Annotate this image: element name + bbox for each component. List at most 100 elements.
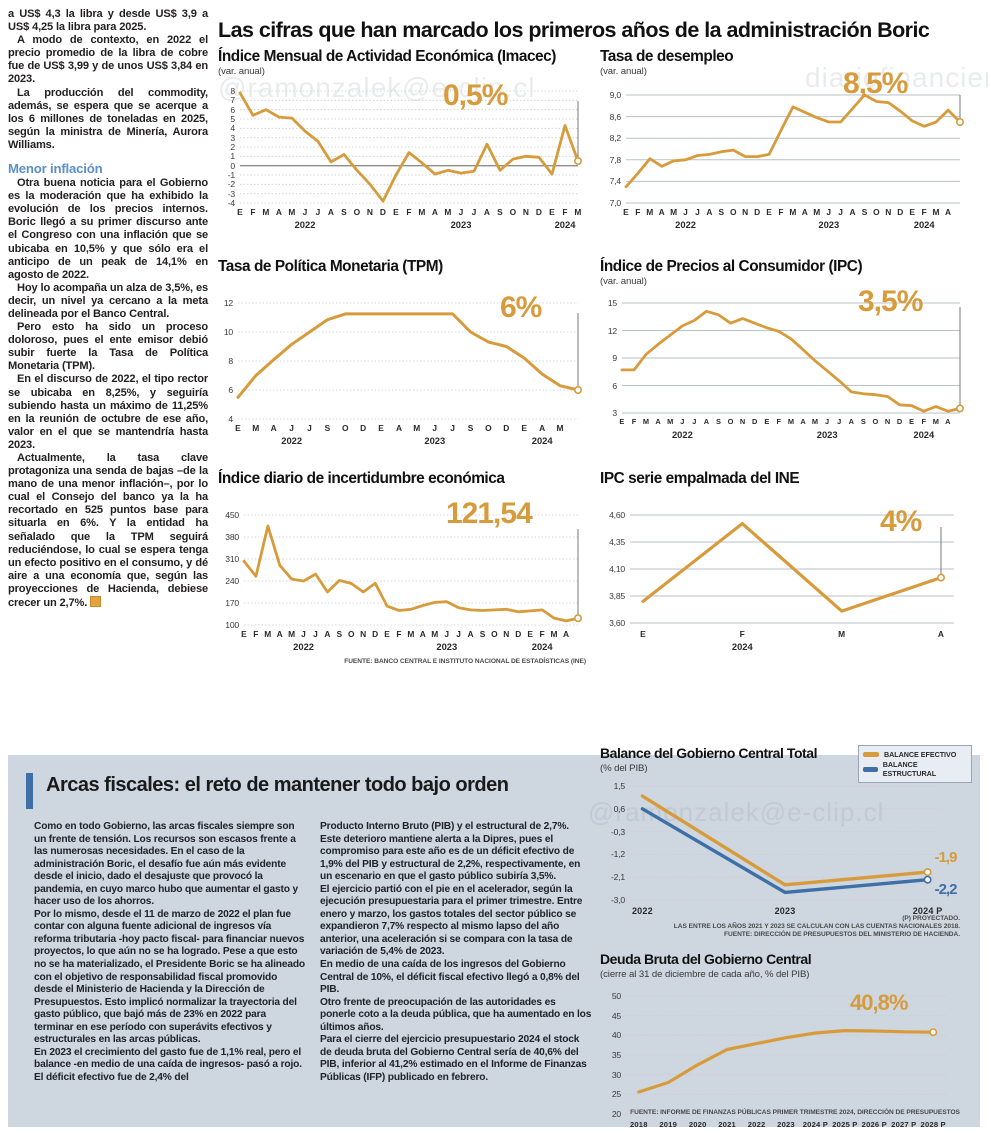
y-axis-tick-label: 9 bbox=[612, 353, 617, 363]
x-axis-tick-label: M bbox=[550, 629, 558, 639]
y-axis-tick-label: 7,4 bbox=[609, 176, 622, 187]
x-axis-tick-label: E bbox=[527, 629, 534, 639]
x-axis-tick-label: A bbox=[483, 207, 491, 217]
x-axis-tick-label: S bbox=[716, 417, 722, 426]
x-axis-tick-label: S bbox=[718, 207, 725, 217]
chart-plot-area: 4,60 4,35 4,10 3,85 3,60 E F M A 2024 4% bbox=[600, 505, 968, 652]
y-axis-tick-label: 5 bbox=[230, 114, 235, 124]
chart-plot-area: 8 7 6 5 4 3 2 1 0 -1 -2 -3 -4 E F M A M J J A S O N D E F M A M J J A S O N… bbox=[218, 79, 586, 230]
y-axis-tick-label: 8 bbox=[230, 86, 235, 96]
x-axis-tick-label: O bbox=[727, 417, 734, 426]
chart-plot-area: 12 10 8 6 4 E M A J J S O D E A M J J S O D E A M 2022 2023 2024 6% bbox=[218, 291, 586, 446]
chart-balance: Balance del Gobierno Central Total (% de… bbox=[600, 745, 972, 938]
y-axis-tick-label: 310 bbox=[225, 554, 239, 564]
x-axis-tick-label: D bbox=[515, 629, 522, 639]
chart-plot-area: 1,5 0,6 -0,3 -1,2 -2,1 -3,0 2022 2023 2024 P -1,9… bbox=[600, 780, 972, 916]
y-axis-tick-label: 9,0 bbox=[609, 90, 622, 100]
chart-plot-area: 450 380 310 240 170 100 E F M A M J J A S O N D E F M A M J J A S O… bbox=[218, 499, 586, 652]
x-axis-tick-label: A bbox=[275, 207, 283, 217]
x-axis-tick-label: M bbox=[932, 207, 940, 217]
x-axis-tick-label: M bbox=[288, 207, 296, 217]
x-axis-tick-label: M bbox=[813, 207, 821, 217]
fiscal-column-2: Producto Interno Bruto (PIB) y el estruc… bbox=[320, 821, 592, 1084]
article-paragraph-last: Actualmente, la tasa clave protagoniza u… bbox=[8, 452, 208, 610]
x-axis-tick-label: J bbox=[315, 207, 321, 217]
legend-item-estructural: BALANCE ESTRUCTURAL bbox=[863, 760, 966, 778]
x-axis-year-label: 2024 bbox=[554, 219, 576, 230]
page-title: Las cifras que han marcado los primeros … bbox=[218, 18, 930, 42]
x-axis-tick-label: E bbox=[521, 423, 528, 433]
y-axis-tick-label: 380 bbox=[225, 532, 239, 542]
chart-title: Índice diario de incertidumbre económica bbox=[218, 470, 505, 487]
y-axis-tick-label: -1,2 bbox=[610, 849, 625, 860]
x-axis-tick-label: J bbox=[680, 417, 685, 426]
fiscal-text-2: Producto Interno Bruto (PIB) y el estruc… bbox=[320, 821, 592, 1083]
y-axis-tick-label: 6 bbox=[612, 380, 617, 391]
y-axis-tick-label: 4,35 bbox=[609, 537, 625, 547]
chart-imacec: Índice Mensual de Actividad Económica (I… bbox=[218, 48, 586, 230]
x-axis-tick-label: A bbox=[395, 423, 403, 433]
x-axis-tick-label: M bbox=[413, 423, 421, 433]
x-axis-year-label: 2024 bbox=[913, 429, 935, 440]
x-axis-tick-label: F bbox=[250, 207, 256, 217]
x-axis-year-label: 2024 bbox=[913, 219, 935, 230]
article-paragraph: Pero esto ha sido un proceso doloroso, p… bbox=[8, 321, 208, 373]
section-title: Arcas fiscales: el reto de mantener todo… bbox=[46, 774, 509, 796]
x-axis-tick-label: J bbox=[450, 423, 456, 433]
x-axis-tick-label: A bbox=[276, 629, 283, 639]
x-axis-tick-label: F bbox=[396, 629, 402, 639]
y-axis-tick-label: 7 bbox=[230, 95, 235, 106]
x-axis-tick-label: 2024 P bbox=[802, 1120, 829, 1129]
x-axis-tick-label: 2020 bbox=[688, 1120, 707, 1129]
x-axis-tick-label: A bbox=[849, 207, 856, 217]
y-axis-tick-label: 7,8 bbox=[609, 154, 622, 165]
y-axis-tick-label: 3 bbox=[230, 132, 235, 143]
chart-deuda: Deuda Bruta del Gobierno Central (cierre… bbox=[600, 951, 972, 1129]
x-axis-tick-label: M bbox=[431, 629, 439, 639]
chart-tpm: Tasa de Política Monetaria (TPM) 12 10 8 6 4… bbox=[218, 258, 586, 446]
x-axis-tick-label: 2024 P bbox=[912, 906, 943, 916]
x-axis-tick-label: A bbox=[848, 417, 855, 426]
x-axis-tick-label: 2021 bbox=[718, 1120, 736, 1129]
x-axis-tick-label: E bbox=[393, 207, 399, 217]
x-axis-tick-label: F bbox=[562, 207, 568, 217]
x-axis-tick-label: J bbox=[826, 207, 832, 217]
x-axis-tick-label: A bbox=[324, 629, 331, 639]
x-axis-tick-label: A bbox=[419, 629, 427, 639]
chart-subtitle: (var. anual) bbox=[218, 66, 265, 77]
x-axis-year-label: 2023 bbox=[450, 219, 472, 230]
x-axis-year-label: 2024 bbox=[531, 435, 553, 446]
x-axis-tick-label: A bbox=[944, 207, 952, 217]
x-axis-tick-label: D bbox=[752, 417, 758, 426]
x-axis-tick-label: F bbox=[921, 207, 927, 217]
x-axis-tick-label: E bbox=[235, 423, 241, 433]
x-axis-tick-label: F bbox=[253, 629, 259, 639]
x-axis-tick-label: S bbox=[479, 629, 486, 639]
x-axis-year-label: 2022 bbox=[293, 641, 315, 652]
y-axis-tick-label: -2,1 bbox=[610, 872, 625, 883]
chart-highlight-value: 121,54 bbox=[446, 497, 533, 530]
x-axis-tick-label: M bbox=[787, 417, 795, 426]
x-axis-tick-label: O bbox=[353, 207, 361, 217]
x-axis-tick-label: M bbox=[811, 417, 819, 426]
x-axis-tick-label: O bbox=[509, 207, 517, 217]
y-axis-tick-label: -4 bbox=[227, 198, 235, 208]
x-axis-tick-label: E bbox=[241, 629, 247, 639]
article-paragraph: A modo de contexto, en 2022 el precio pr… bbox=[8, 34, 208, 86]
y-axis-tick-label: -3 bbox=[227, 188, 235, 199]
x-axis-tick-label: F bbox=[921, 417, 927, 426]
y-axis-tick-label: 50 bbox=[611, 991, 621, 1001]
y-axis-tick-label: 0,6 bbox=[613, 803, 626, 814]
x-axis-tick-label: F bbox=[631, 417, 637, 426]
x-axis-tick-label: F bbox=[776, 417, 782, 426]
x-axis-tick-label: J bbox=[838, 207, 844, 217]
legend-swatch-orange bbox=[863, 752, 879, 757]
x-axis-year-label: 2022 bbox=[671, 429, 693, 440]
x-axis-year-label: 2022 bbox=[294, 219, 316, 230]
chart-highlight-value: 0,5% bbox=[443, 79, 508, 112]
x-axis-tick-label: M bbox=[667, 417, 674, 426]
x-axis-tick-label: A bbox=[703, 417, 710, 426]
chart-subtitle: (% del PIB) bbox=[600, 763, 648, 774]
x-axis-tick-label: S bbox=[861, 207, 868, 217]
